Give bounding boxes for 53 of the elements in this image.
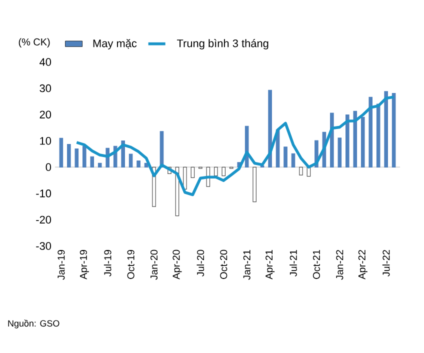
- x-tick-label: Jan-21: [243, 250, 250, 280]
- x-tick-label: Apr-19: [80, 250, 89, 280]
- y-tick-label: 0: [46, 163, 52, 172]
- line-series: [75, 96, 396, 196]
- y-tick-label: -20: [36, 216, 52, 224]
- x-tick-label: Oct-20: [220, 250, 228, 279]
- bar: [346, 114, 350, 168]
- x-tick-label: Apr-22: [358, 250, 368, 280]
- bar: [392, 92, 396, 168]
- bar: [299, 166, 303, 176]
- bar: [128, 154, 133, 168]
- y-tick-label: 20: [40, 110, 52, 118]
- x-tick-label: Jul-21: [290, 250, 297, 276]
- bar: [384, 91, 388, 168]
- y-tick-label: 30: [40, 84, 52, 92]
- bar: [291, 153, 296, 168]
- y-tick-label: -10: [36, 190, 52, 198]
- x-tick-label: Oct-21: [312, 250, 320, 279]
- bar: [67, 144, 71, 168]
- bar: [222, 166, 226, 176]
- bar: [90, 156, 94, 168]
- x-tick-label: Oct-19: [127, 250, 134, 279]
- x-tick-label: Jan-20: [150, 250, 158, 280]
- x-tick-label: Jul-19: [104, 250, 112, 276]
- bar: [284, 146, 288, 168]
- bar: [252, 166, 256, 202]
- y-tick-label: 40: [40, 58, 52, 66]
- bar: [136, 160, 140, 168]
- bar: [190, 166, 195, 178]
- y-tick-label: -30: [36, 242, 52, 250]
- bar: [59, 138, 64, 168]
- x-tick-label: Apr-21: [266, 250, 275, 280]
- y-axis-title: (% CK): [18, 38, 50, 48]
- bar: [82, 146, 86, 168]
- x-tick-label: Jul-20: [196, 250, 204, 276]
- bar: [353, 110, 358, 168]
- bar: [268, 90, 272, 168]
- bar: [376, 104, 380, 168]
- bar: [214, 166, 218, 176]
- bar: [338, 138, 342, 168]
- bar: [74, 148, 79, 168]
- x-tick-label: Jul-22: [382, 250, 390, 276]
- text: Nguồn: GSO: [8, 320, 60, 328]
- x-tick-label: Jan-22: [336, 250, 344, 280]
- x-tick-label: Jan-19: [58, 250, 65, 280]
- bar: [183, 166, 187, 190]
- legend-label: May mặc: [93, 39, 137, 50]
- bar: [360, 116, 365, 168]
- bar: [98, 162, 102, 168]
- y-tick-label: 10: [40, 136, 52, 145]
- legend-label: Trung bình 3 tháng: [176, 39, 268, 50]
- bar: [368, 96, 373, 168]
- x-tick-label: Apr-20: [172, 250, 182, 280]
